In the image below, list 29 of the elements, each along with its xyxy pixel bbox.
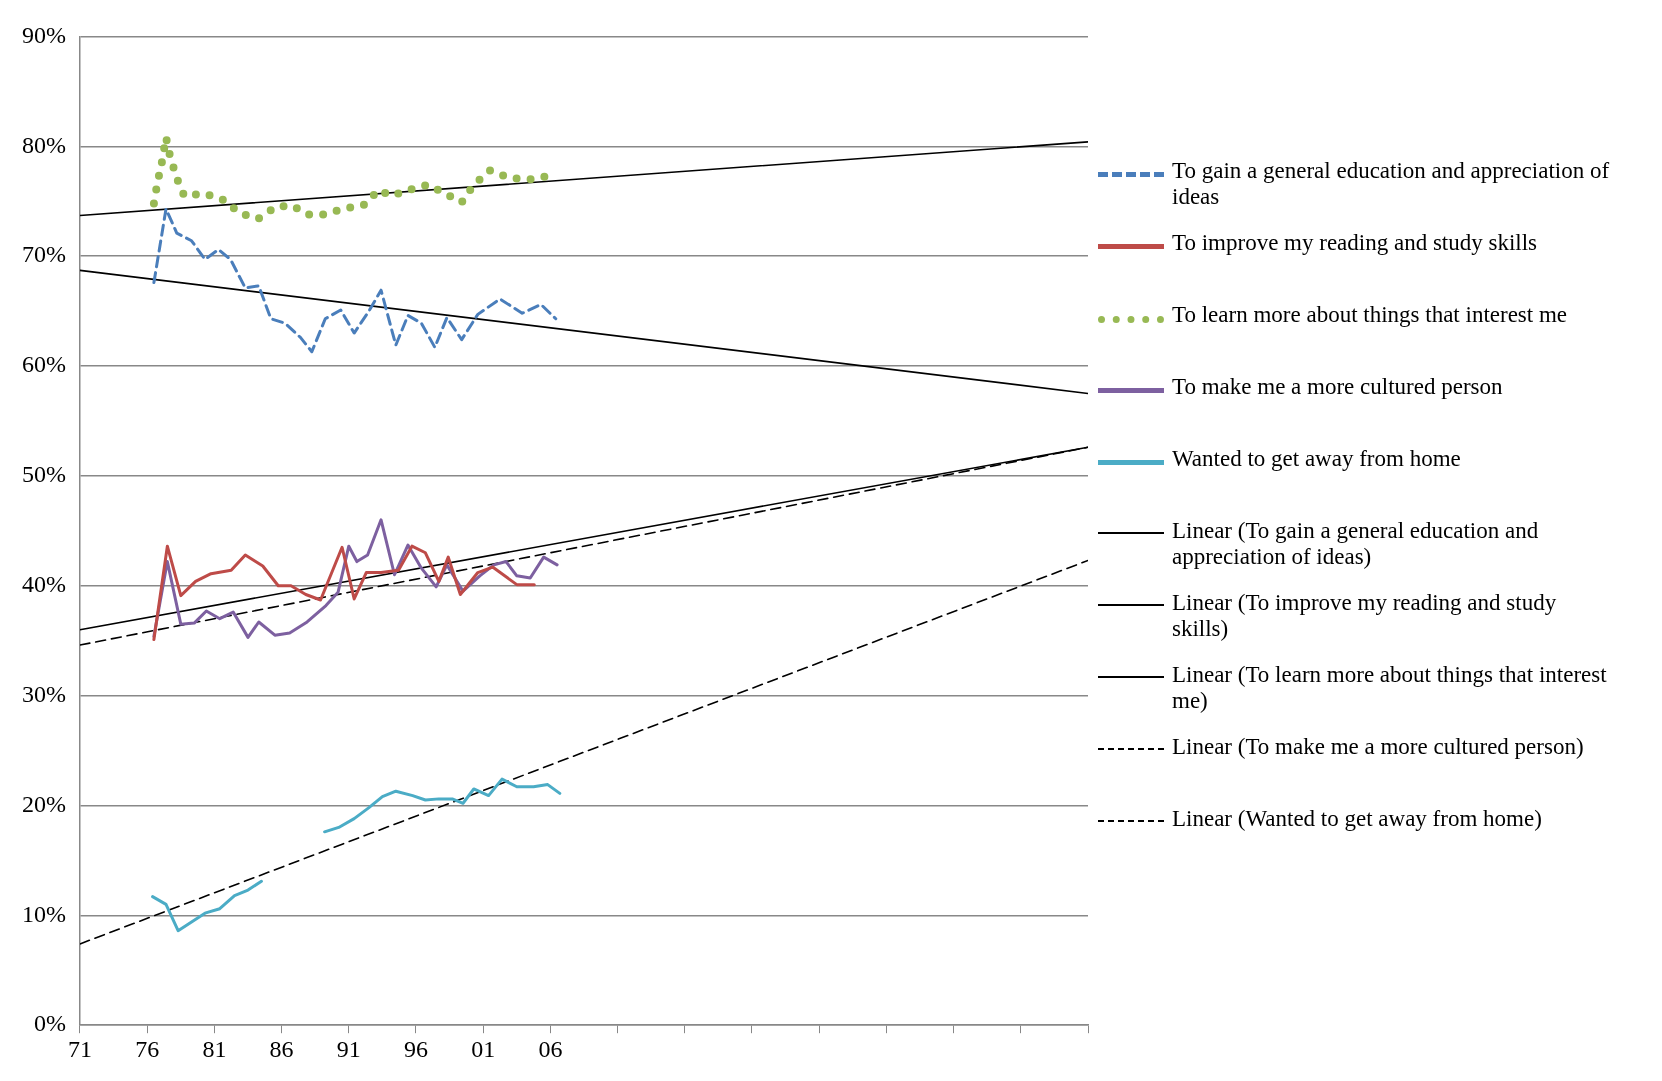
y-tick-label: 40%	[21, 571, 66, 598]
legend-label: Wanted to get away from home	[1172, 446, 1461, 472]
y-tick-label: 0%	[33, 1010, 66, 1037]
legend-label: To improve my reading and study skills	[1172, 230, 1538, 256]
legend-label: Linear (To improve my reading and study skills)	[1172, 590, 1558, 642]
x-tick-label: 86	[269, 1035, 294, 1062]
legend-label: Linear (To make me a more cultured person)	[1172, 734, 1584, 760]
y-tick-label: 30%	[21, 680, 66, 707]
x-tick-label: 76	[135, 1035, 160, 1062]
legend-label: Linear (Wanted to get away from home)	[1172, 806, 1542, 832]
x-tick-label: 01	[471, 1035, 496, 1062]
x-tick-label: 81	[202, 1035, 227, 1062]
y-tick-label: 10%	[21, 900, 66, 927]
x-tick-label: 71	[67, 1035, 92, 1062]
y-tick-label: 60%	[21, 351, 66, 378]
x-tick-label: 06	[538, 1035, 563, 1062]
legend-label: To make me a more cultured person	[1172, 374, 1503, 400]
x-tick-label: 96	[403, 1035, 428, 1062]
legend-label: To learn more about things that interest me	[1172, 302, 1568, 328]
y-tick-label: 20%	[21, 790, 66, 817]
line-series	[152, 207, 558, 354]
legend-label: Linear (To gain a general education and appreciation of ideas)	[1172, 518, 1540, 570]
y-tick-label: 50%	[21, 461, 66, 488]
y-tick-label: 80%	[21, 131, 66, 158]
y-tick-label: 70%	[21, 241, 66, 268]
legend-label: Linear (To learn more about things that interest me)	[1172, 662, 1608, 714]
legend-label: To gain a general education and appreciation of ideas	[1172, 158, 1611, 210]
x-tick-label: 91	[336, 1035, 361, 1062]
y-tick-label: 90%	[21, 21, 66, 48]
